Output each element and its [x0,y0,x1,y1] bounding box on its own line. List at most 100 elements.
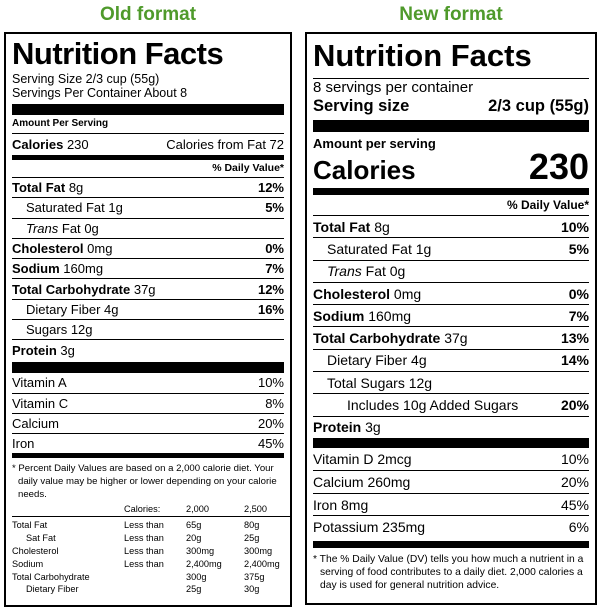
table-cell: 2,400mg [186,558,222,569]
vitamin-row: Iron 45% [12,432,284,453]
row-left: Protein 3g [12,343,75,358]
daily-value: 12% [257,180,284,196]
table-cell: 25g [186,584,202,595]
table-cell [124,583,186,596]
nutrient-row: Trans Fat 0g [313,259,589,282]
table-cell: Sat Fat [26,533,56,544]
daily-value: 0% [265,241,284,257]
serving-size: Serving Size 2/3 cup (55g) [12,72,160,86]
divider [12,452,284,458]
vitamin-row: Vitamin A 10% [12,373,284,393]
nutrient-row: Cholesterol 0mg 0% [12,237,284,258]
daily-value: 6% [568,519,589,536]
daily-value: 13% [560,330,589,347]
row-left: Sugars 12g [12,322,93,337]
daily-value: 45% [257,435,284,451]
serving-size-value: 2/3 cup (55g) [488,97,589,115]
amount: 8g [68,180,84,196]
heading: Old format [99,4,197,25]
nutrient-row: Total Sugars 12g [313,371,589,393]
calories-label: Calories [313,155,416,185]
row-left: Dietary Fiber 4g [313,352,427,368]
vitamin-name: Iron [313,496,338,513]
divider [12,104,284,115]
nutrient-name: Total Sugars [327,374,405,391]
nutrient-row: Sodium 160mg 7% [313,304,589,326]
footnote: * Percent Daily Values are based on a 2,… [12,462,277,500]
vitamin-name: Calcium [313,474,364,491]
amount: 235mg [382,519,426,536]
row-left: Total Carbohydrate 37g [12,282,156,297]
row-left: Sodium 160mg [313,308,411,324]
row-left: Includes 10g Added Sugars [313,397,518,413]
row-left: Protein 3g [313,419,381,435]
nutrient-row: Total Carbohydrate 37g 12% [12,278,284,298]
divider [12,361,284,373]
table-header: 2,500 [244,503,290,518]
amount: 37g [444,330,468,347]
divider [313,437,589,448]
daily-value: 20% [560,474,589,491]
table-cell: 65g [186,520,202,531]
amount: 37g [133,281,156,297]
table-cell [12,503,124,518]
amount: 3g [60,342,75,358]
nutrient-name: Saturated Fat [327,240,412,257]
vitamin-name: Iron [12,435,35,451]
daily-value: 7% [568,307,589,324]
dv-header: % Daily Value* [506,198,589,212]
amount: 12g [408,374,433,391]
nutrient-name: Total Carbohydrate [313,330,441,347]
table-cell: 2,400mg [244,558,280,569]
row-left: Iron [12,436,34,451]
nutrient-row: Total Fat 8g 10% [313,215,589,237]
nutrient-row: Protein 3g [12,339,284,359]
amount-per-serving: Amount per serving [313,136,436,151]
vitamin-row: Vitamin D 2mcg 10% [313,448,589,471]
amount: 1g [415,240,432,257]
serving-size-label: Serving size [313,97,410,115]
daily-value: 16% [257,301,284,317]
table-cell: Total Fat [12,520,48,531]
row-left: Cholesterol 0mg [313,286,421,302]
table-cell: 300mg [244,546,273,557]
amount: 2mcg [377,451,412,468]
daily-value: 5% [568,240,589,257]
vitamin-row: Potassium 235mg 6% [313,515,589,538]
row-left: Vitamin A [12,375,67,390]
vitamin-row: Iron 8mg 45% [313,492,589,516]
daily-value: 10% [560,218,589,235]
divider [313,540,589,548]
amount: 8mg [341,496,369,513]
nutrient-name: Sodium [12,261,60,277]
calories-label: Calories [12,137,64,152]
vitamin-name: Potassium [313,519,379,536]
calories-row: Calories 230 [313,149,589,186]
nutrient-row: Total Fat 8g 12% [12,177,284,197]
amount: 0g [84,220,99,236]
amount: 4g [411,352,427,369]
amount: 8g [374,218,390,235]
label-title: Nutrition Facts [313,38,532,73]
table-cell: Less than [124,533,164,544]
row-left: Vitamin D 2mcg [313,451,412,467]
amount: 1g [108,200,123,216]
row-left: Total Sugars 12g [313,375,432,391]
nutrient-list: Total Fat 8g 12% Saturated Fat 1g 5% Trans F… [12,177,284,360]
vitamin-list: Vitamin D 2mcg 10% Calcium 260mg 20% Iron 8m… [313,448,589,538]
footnote: * The % Daily Value (DV) tells you how m… [313,553,584,591]
amount: 260mg [367,474,411,491]
calories-value: 230 [66,137,89,152]
row-left: Calcium 260mg [313,474,410,490]
daily-value: 45% [560,496,589,513]
heading: New format [399,4,503,25]
row-left: Vitamin C [12,396,68,411]
nutrient-row: Saturated Fat 1g 5% [12,197,284,217]
nutrient-name: Dietary Fiber [327,352,408,369]
row-left: Calcium [12,416,59,431]
daily-value: 0% [568,285,589,302]
table-cell: 30g [244,584,260,595]
row-left: Saturated Fat 1g [12,200,123,215]
nutrient-row: Protein 3g [313,415,589,438]
nutrient-name: Sodium [313,307,365,324]
